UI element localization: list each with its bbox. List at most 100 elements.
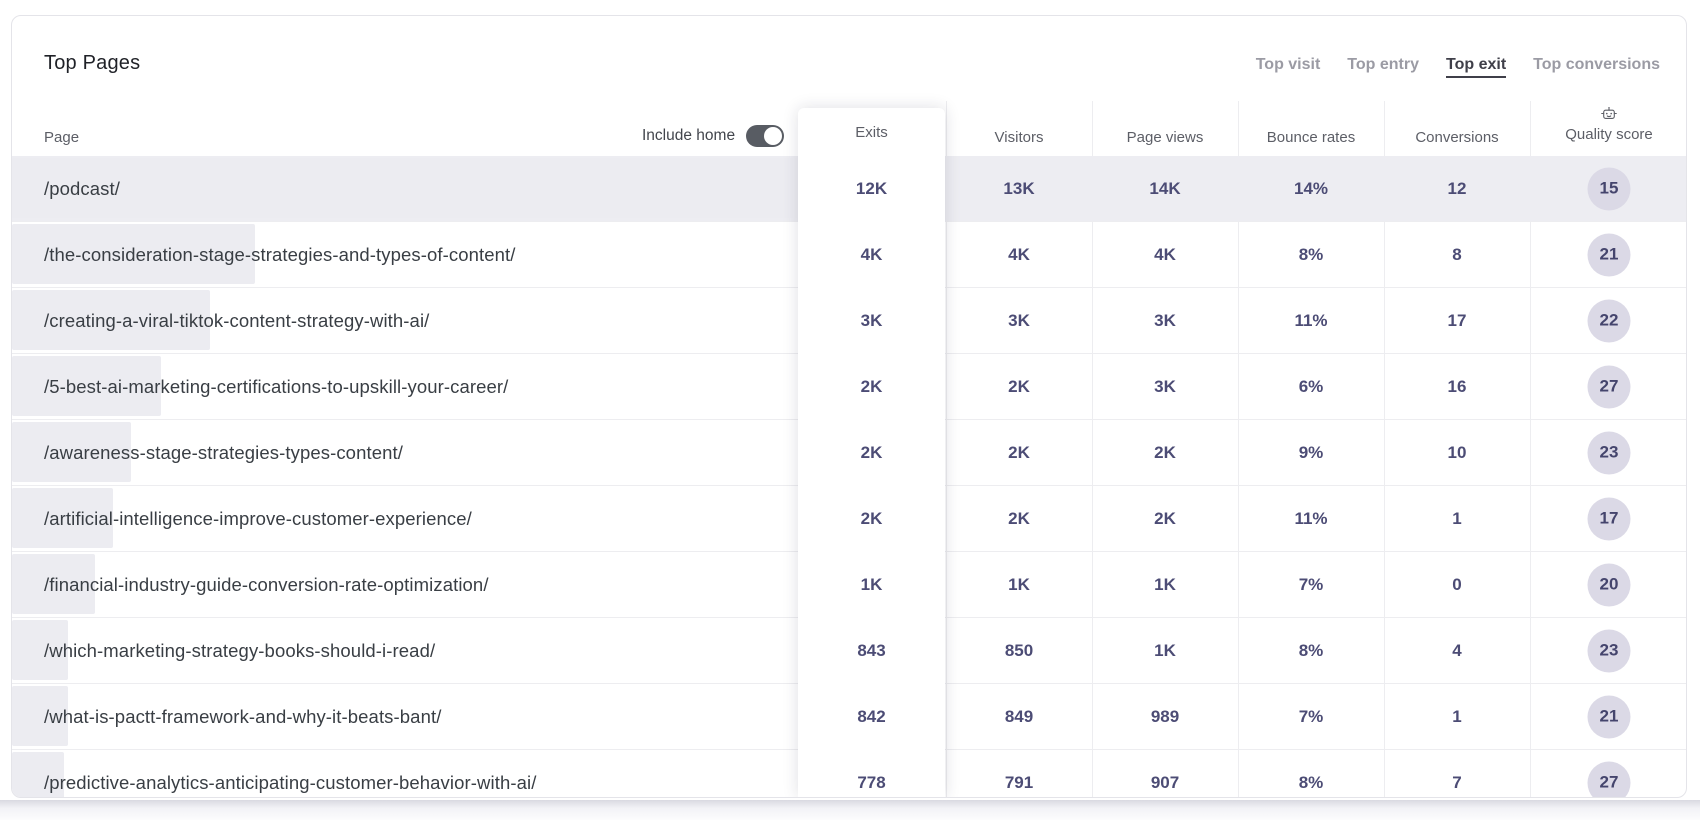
column-divider [1238, 101, 1239, 797]
exits-bar [12, 686, 68, 746]
exits-value: 843 [857, 641, 886, 660]
exits-bar [12, 422, 131, 482]
column-divider [946, 101, 947, 797]
page-views-value: 3K [1154, 310, 1176, 330]
quality-score-badge: 15 [1587, 167, 1631, 210]
tab-top-exit[interactable]: Top exit [1446, 56, 1507, 78]
page-views-value: 1K [1154, 640, 1176, 660]
visitors-value: 2K [1008, 508, 1030, 528]
include-home-label: Include home [642, 127, 736, 144]
conversions-value: 0 [1452, 574, 1462, 594]
page-views-value: 4K [1154, 244, 1176, 264]
column-header-page: Page [44, 129, 80, 146]
bounce-rate-value: 6% [1298, 376, 1324, 396]
table-row[interactable]: /what-is-pactt-framework-and-why-it-beat… [12, 684, 1686, 750]
bounce-rate-value: 8% [1298, 640, 1324, 660]
page-views-value: 2K [1154, 508, 1176, 528]
visitors-value: 4K [1008, 244, 1030, 264]
include-home-control: Include home [642, 116, 785, 156]
quality-score-badge: 23 [1587, 629, 1631, 672]
visitors-value: 791 [1004, 772, 1034, 792]
page-path[interactable]: /which-marketing-strategy-books-should-i… [44, 639, 436, 661]
bounce-rate-value: 7% [1298, 706, 1324, 726]
conversions-value: 1 [1452, 508, 1462, 528]
exits-bar [12, 488, 113, 548]
column-header-exits: Exits [855, 123, 888, 141]
exits-bar [12, 752, 64, 797]
column-header-bounce-rates: Bounce rates [1266, 129, 1356, 146]
quality-score-badge: 27 [1587, 761, 1631, 797]
column-divider [1530, 101, 1531, 797]
column-header-visitors: Visitors [994, 129, 1044, 146]
column-header-page-views: Page views [1126, 129, 1204, 146]
page-views-value: 2K [1154, 442, 1176, 462]
quality-score-badge: 27 [1587, 365, 1631, 408]
quality-score-badge: 23 [1587, 431, 1631, 474]
bounce-rate-value: 8% [1298, 244, 1324, 264]
table-row[interactable]: /5-best-ai-marketing-certifications-to-u… [12, 354, 1686, 420]
page-path[interactable]: /5-best-ai-marketing-certifications-to-u… [44, 375, 509, 397]
page-path[interactable]: /podcast/ [44, 177, 120, 199]
column-divider [1092, 101, 1093, 797]
visitors-value: 849 [1004, 706, 1034, 726]
exits-bar [12, 158, 798, 218]
quality-score-badge: 20 [1587, 563, 1631, 606]
bounce-rate-value: 11% [1294, 310, 1328, 330]
page-path[interactable]: /artificial-intelligence-improve-custome… [44, 507, 472, 529]
table-row[interactable]: /artificial-intelligence-improve-custome… [12, 486, 1686, 552]
robot-icon [1601, 107, 1617, 119]
page-path[interactable]: /the-consideration-stage-strategies-and-… [44, 243, 516, 265]
conversions-value: 12 [1447, 178, 1467, 198]
page-path[interactable]: /predictive-analytics-anticipating-custo… [44, 771, 537, 793]
visitors-value: 13K [1003, 178, 1035, 198]
page-path[interactable]: /what-is-pactt-framework-and-why-it-beat… [44, 705, 442, 727]
table-row[interactable]: /predictive-analytics-anticipating-custo… [12, 750, 1686, 797]
page-views-value: 989 [1150, 706, 1180, 726]
exits-bar [12, 554, 95, 614]
exits-bar [12, 224, 255, 284]
exits-value: 4K [860, 245, 883, 264]
toggle-knob [764, 127, 783, 145]
page-title: Top Pages [44, 52, 141, 74]
include-home-toggle[interactable] [746, 125, 785, 147]
column-divider [1384, 101, 1385, 797]
exits-bar [12, 620, 68, 680]
page-path[interactable]: /financial-industry-guide-conversion-rat… [44, 573, 489, 595]
table-body: /podcast/13K 14K 14% 12 15/the-consideration… [12, 156, 1686, 797]
quality-score-badge: 21 [1587, 233, 1631, 276]
exits-value: 2K [860, 443, 883, 462]
exits-value: 3K [860, 311, 883, 330]
column-header-conversions: Conversions [1415, 129, 1499, 146]
bounce-rate-value: 8% [1298, 772, 1324, 792]
page-views-value: 14K [1149, 178, 1181, 198]
page-path[interactable]: /awareness-stage-strategies-types-conten… [44, 441, 403, 463]
exits-value: 842 [857, 707, 886, 726]
quality-score-badge: 22 [1587, 299, 1631, 342]
exits-bar [12, 290, 210, 350]
exits-bar [12, 356, 161, 416]
conversions-value: 4 [1452, 640, 1462, 660]
visitors-value: 2K [1008, 442, 1030, 462]
visitors-value: 2K [1008, 376, 1030, 396]
exits-value: 778 [857, 773, 886, 792]
visitors-value: 850 [1004, 640, 1034, 660]
visitors-value: 3K [1008, 310, 1030, 330]
conversions-value: 10 [1447, 442, 1467, 462]
quality-score-badge: 21 [1587, 695, 1631, 738]
bounce-rate-value: 7% [1298, 574, 1324, 594]
page-path[interactable]: /creating-a-viral-tiktok-content-strateg… [44, 309, 430, 331]
page-views-value: 907 [1150, 772, 1180, 792]
exits-value: 2K [860, 509, 883, 528]
exits-value: 2K [860, 377, 883, 396]
page-bottom-shadow [0, 800, 1700, 820]
tab-top-visit[interactable]: Top visit [1255, 56, 1321, 73]
tab-top-conversions[interactable]: Top conversions [1533, 56, 1660, 73]
conversions-value: 17 [1447, 310, 1467, 330]
page-views-value: 3K [1154, 376, 1176, 396]
conversions-value: 8 [1452, 244, 1462, 264]
tab-top-entry[interactable]: Top entry [1347, 56, 1419, 73]
exits-column-panel: Exits 12K 4K 3K 2K 2K 2K 1K 843 842 778 [798, 108, 945, 797]
bounce-rate-value: 11% [1294, 508, 1328, 528]
exits-value: 1K [860, 575, 883, 594]
view-tabs: Top visit Top entry Top exit Top convers… [1256, 56, 1660, 78]
